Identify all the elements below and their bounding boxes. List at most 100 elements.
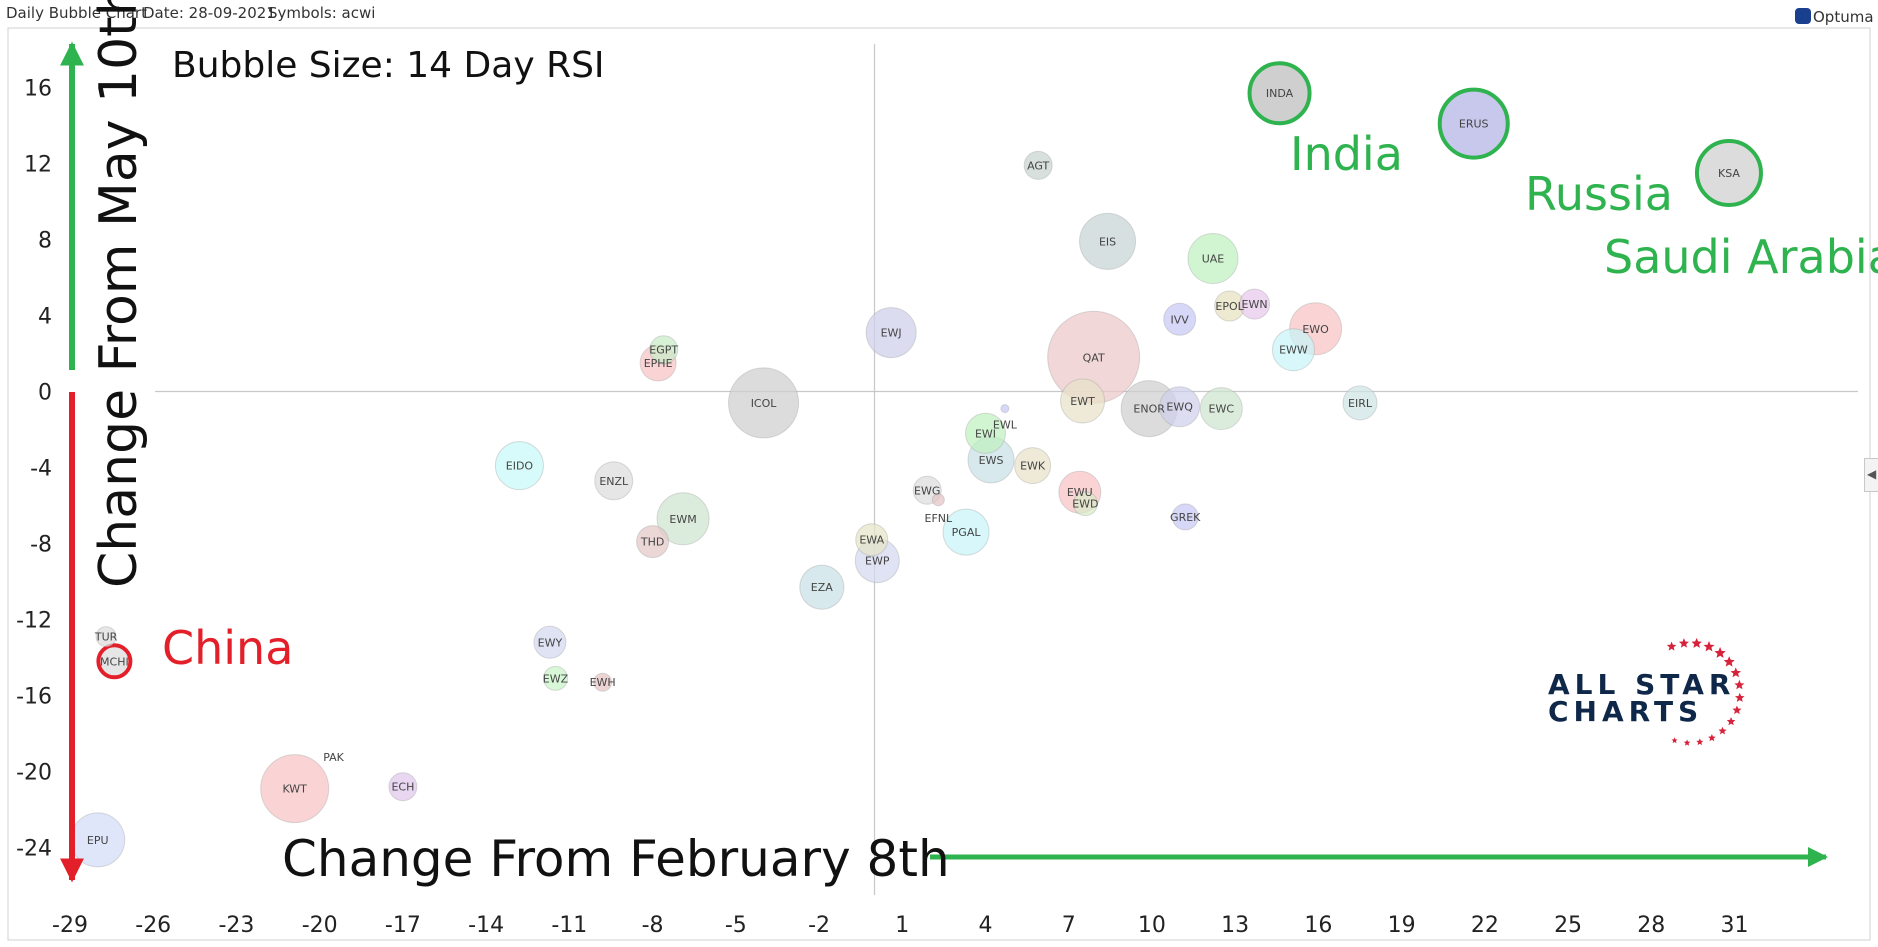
bubble-eirl [1342, 385, 1378, 421]
bubble-ewj [865, 307, 917, 359]
bubble-ewt [1060, 378, 1106, 424]
callout-saudi-arabia: Saudi Arabia [1604, 230, 1878, 284]
bubble-label: EWG [914, 484, 940, 497]
x-tick-label: 4 [978, 913, 992, 938]
x-tick-label: 22 [1471, 913, 1499, 938]
logo-star-ring-icon [1666, 638, 1745, 746]
callout-russia: Russia [1525, 167, 1673, 221]
callout-china: China [162, 621, 293, 675]
bubble-tur [95, 626, 117, 648]
bubble-label: EWU [1067, 486, 1093, 499]
x-axis-ticks: -29 -26 -23 -20 -17 -14 -11 -8 -5 -2 1 4 7 10 13 16 19 22… [52, 913, 1748, 938]
bubble-label: TUR [94, 631, 118, 644]
x-tick-label: 10 [1138, 913, 1166, 938]
y-tick-label: -16 [16, 685, 52, 710]
chevron-left-icon: ◀ [1867, 467, 1877, 481]
bubble-ewl [1000, 404, 1010, 414]
chart-name: Daily Bubble Chart [6, 4, 147, 22]
bubble-label: ENOR [1133, 403, 1165, 416]
bubble-label: EWT [1070, 395, 1095, 408]
x-axis-label: Change From February 8th [282, 830, 950, 888]
x-tick-label: 13 [1221, 913, 1249, 938]
x-tick-label: -26 [135, 913, 171, 938]
bubble-ivv [1163, 302, 1197, 336]
logo-star-icon [1732, 705, 1742, 715]
bubble-thd [636, 525, 670, 559]
x-tick-label: -14 [468, 913, 504, 938]
bubble-efnl [931, 493, 945, 507]
logo-star-icon [1708, 734, 1716, 742]
y-tick-label: 8 [38, 229, 52, 254]
bubbles: QAT ICOL ERUS KWT KSA INDA EIS ENOR EPU EWO EWM UAE… [70, 61, 1763, 868]
bubble-label: EWM [669, 513, 696, 526]
chart-header-bar: Daily Bubble Chart Date: 28-09-2021 Symb… [0, 0, 1878, 26]
bubble-label: EIRL [1348, 397, 1373, 410]
optuma-brand: Optuma [1795, 3, 1874, 26]
bubble-label: EPU [87, 834, 109, 847]
bubble-ewc [1199, 387, 1243, 431]
logo-star-icon [1666, 641, 1677, 651]
bubble-grek [1171, 503, 1199, 531]
bubble-ewh [593, 672, 613, 692]
bubble-eido [494, 441, 544, 491]
bubble-egpt [649, 335, 679, 365]
bubble-enzl [594, 461, 634, 501]
bubble-label: EWD [1072, 498, 1098, 511]
y-tick-label: 16 [24, 77, 52, 102]
bubble-label: ECH [391, 781, 414, 794]
x-tick-label: -11 [551, 913, 587, 938]
bubble-label: EWW [1279, 344, 1308, 357]
bubble-label: ICOL [751, 397, 778, 410]
bubble-ewi [964, 412, 1006, 454]
logo-star-icon [1696, 738, 1704, 746]
y-tick-label: -24 [16, 837, 52, 862]
bubble-ewz [542, 665, 568, 691]
zero-lines [155, 44, 1858, 895]
chart-date: Date: 28-09-2021 [143, 4, 276, 22]
logo-star-icon [1735, 692, 1745, 702]
bubble-label: EWI [975, 427, 996, 440]
x-tick-label: -29 [52, 913, 88, 938]
logo-star-icon [1703, 641, 1715, 652]
logo-line-1: ALL STAR [1548, 668, 1736, 701]
bubble-label: EWN [1242, 298, 1268, 311]
logo-star-icon [1683, 739, 1691, 746]
x-tick-label: -20 [302, 913, 338, 938]
y-tick-label: 0 [38, 381, 52, 406]
bubble-ewd [1072, 491, 1098, 517]
bubble-mchi [96, 643, 133, 680]
logo-star-icon [1714, 647, 1726, 658]
bubble-ewk [1014, 447, 1052, 485]
bubble-label: IVV [1171, 313, 1190, 326]
bubble-label: GREK [1170, 511, 1201, 524]
y-tick-label: -4 [30, 457, 52, 482]
logo-star-icon [1691, 638, 1702, 648]
bubble-label: PGAL [952, 526, 982, 539]
logo-star-icon [1730, 667, 1741, 678]
y-axis-ticks: 16 12 8 4 0 -4 -8 -12 -16 -20 -24 [16, 77, 52, 862]
side-panel-toggle[interactable]: ◀ [1864, 458, 1878, 492]
logo-star-icon [1734, 679, 1745, 690]
x-tick-label: -8 [642, 913, 664, 938]
bubble-label: EWH [590, 676, 616, 689]
bubble-label: EWS [979, 454, 1004, 467]
y-axis-label: Change From May 10th [89, 0, 149, 588]
bubble-label: KWT [282, 783, 307, 796]
x-tick-label: -23 [218, 913, 254, 938]
bubble-label: EWO [1302, 323, 1329, 336]
bubble-label: ENZL [599, 475, 629, 488]
x-tick-label: 28 [1637, 913, 1665, 938]
bubble-eza [799, 564, 845, 610]
bubble-kwt [260, 754, 330, 824]
logo-star-icon [1671, 737, 1678, 744]
bubble-label: UAE [1202, 253, 1225, 266]
bubble-inda [1247, 61, 1312, 126]
bubble-label: EWY [538, 636, 563, 649]
x-tick-label: 19 [1388, 913, 1416, 938]
bubble-label: EGPT [649, 344, 678, 357]
bubble-label: QAT [1083, 351, 1105, 364]
optuma-logo-icon [1795, 8, 1811, 24]
x-tick-label: 31 [1721, 913, 1749, 938]
x-tick-label: 1 [895, 913, 909, 938]
